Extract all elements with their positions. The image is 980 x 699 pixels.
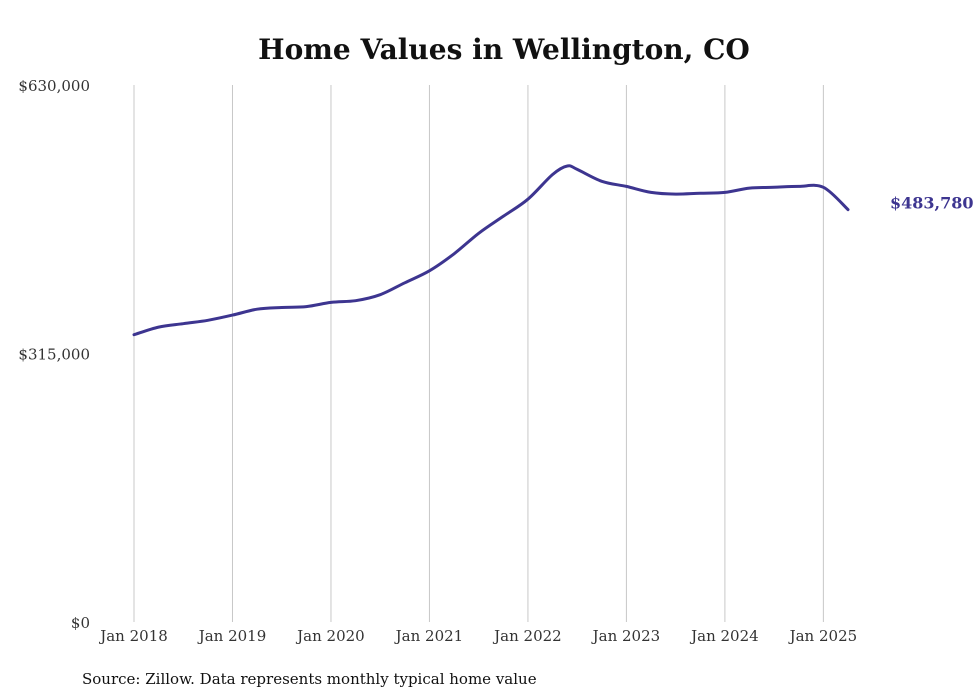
x-axis-ticks: Jan 2018 Jan 2019 Jan 2020 Jan 2021 Jan 2022… <box>98 627 857 645</box>
y-axis-ticks: $0 $315,000 $630,000 <box>18 77 90 632</box>
x-tick-label: Jan 2023 <box>591 627 661 645</box>
x-tick-label: Jan 2022 <box>492 627 562 645</box>
x-tick-label: Jan 2024 <box>689 627 759 645</box>
x-tick-label: Jan 2020 <box>295 627 365 645</box>
y-tick-label: $315,000 <box>18 346 90 364</box>
grid-layer <box>133 85 824 622</box>
x-tick-label: Jan 2019 <box>197 627 267 645</box>
chart-title: Home Values in Wellington, CO <box>258 33 750 66</box>
source-note: Source: Zillow. Data represents monthly … <box>82 670 537 688</box>
series-layer: $483,780 <box>132 164 974 337</box>
series-line <box>132 164 850 337</box>
x-tick-label: Jan 2021 <box>394 627 464 645</box>
y-tick-label: $630,000 <box>18 77 90 95</box>
y-tick-label: $0 <box>71 614 90 632</box>
end-value-label: $483,780 <box>890 194 974 213</box>
x-tick-label: Jan 2025 <box>788 627 858 645</box>
x-tick-label: Jan 2018 <box>98 627 168 645</box>
